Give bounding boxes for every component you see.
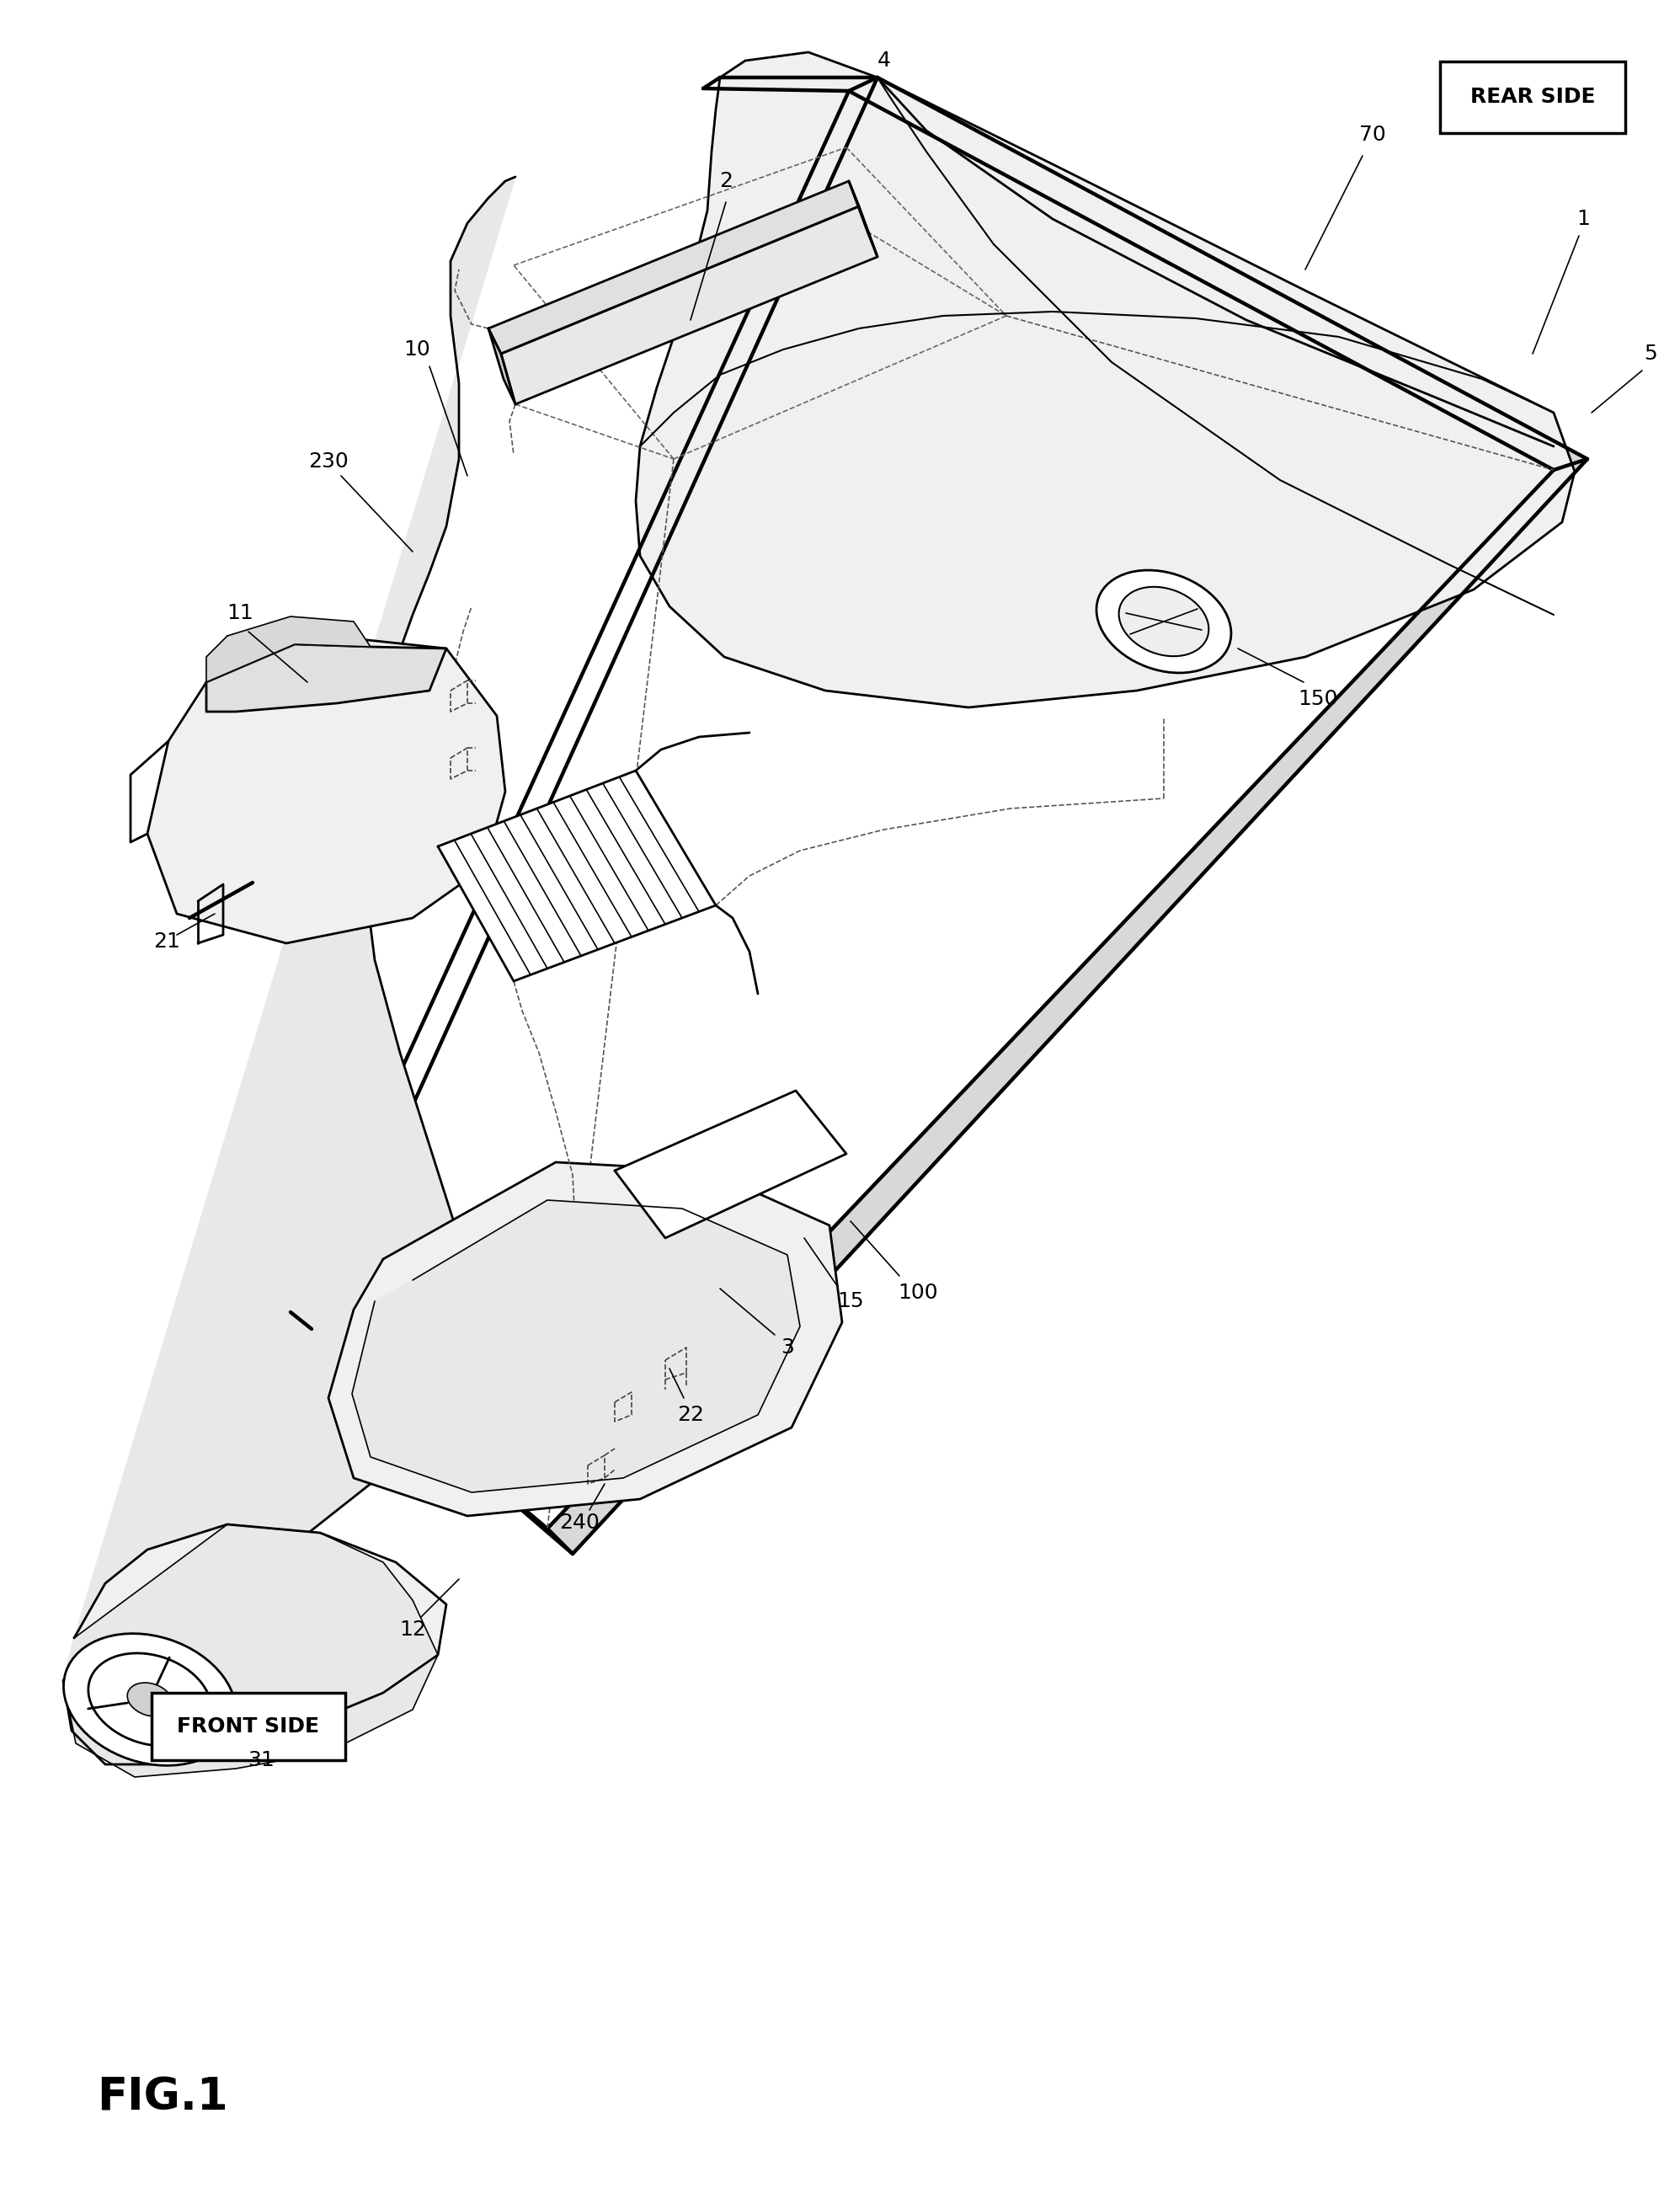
Polygon shape	[501, 207, 877, 403]
Text: 100: 100	[897, 1283, 937, 1303]
Text: 2: 2	[719, 172, 732, 192]
Polygon shape	[148, 635, 506, 943]
Text: 22: 22	[677, 1404, 704, 1426]
Polygon shape	[311, 77, 1588, 1554]
Text: 5: 5	[1645, 344, 1656, 364]
Polygon shape	[353, 1201, 800, 1492]
Polygon shape	[64, 1525, 438, 1776]
Text: REAR SIDE: REAR SIDE	[1470, 86, 1594, 108]
Polygon shape	[615, 1091, 847, 1239]
Polygon shape	[438, 771, 716, 981]
Text: 3: 3	[781, 1338, 795, 1358]
Text: 11: 11	[227, 604, 254, 624]
Polygon shape	[635, 53, 1574, 707]
Text: 21: 21	[153, 932, 180, 952]
Polygon shape	[489, 328, 516, 403]
Ellipse shape	[128, 1682, 173, 1717]
FancyBboxPatch shape	[1440, 62, 1625, 132]
Polygon shape	[207, 617, 371, 683]
Polygon shape	[848, 181, 877, 258]
Polygon shape	[207, 644, 447, 712]
Text: 1: 1	[1576, 209, 1589, 229]
Text: 15: 15	[837, 1292, 864, 1311]
FancyBboxPatch shape	[151, 1693, 346, 1761]
Text: 70: 70	[1359, 126, 1386, 145]
Text: FRONT SIDE: FRONT SIDE	[178, 1717, 319, 1737]
Polygon shape	[64, 1525, 447, 1765]
Ellipse shape	[89, 1653, 212, 1746]
Text: 240: 240	[559, 1512, 600, 1532]
Ellipse shape	[1097, 571, 1231, 672]
Polygon shape	[291, 90, 1554, 1530]
Text: 10: 10	[403, 339, 430, 359]
Ellipse shape	[1119, 586, 1208, 657]
Polygon shape	[489, 181, 858, 353]
Text: 150: 150	[1299, 690, 1337, 710]
Polygon shape	[74, 176, 516, 1638]
Text: 31: 31	[247, 1750, 274, 1770]
Ellipse shape	[64, 1633, 237, 1765]
Text: 12: 12	[400, 1620, 427, 1640]
Text: 4: 4	[877, 51, 890, 71]
Polygon shape	[328, 1162, 842, 1516]
Text: 230: 230	[309, 452, 348, 472]
Polygon shape	[291, 90, 1554, 1530]
Text: FIG.1: FIG.1	[97, 2076, 228, 2118]
